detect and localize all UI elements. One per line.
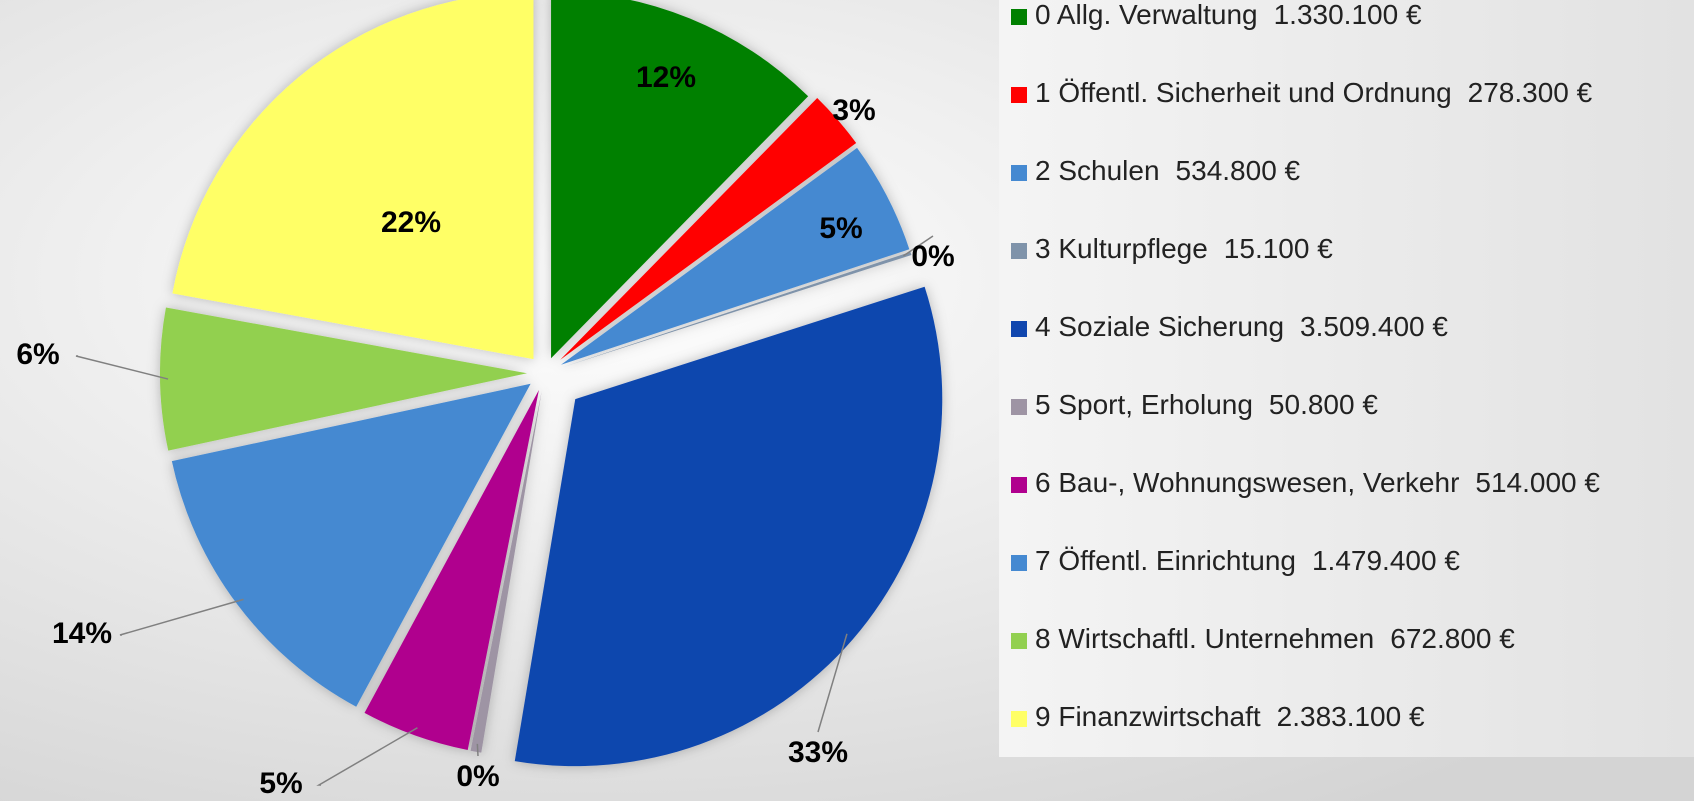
legend-amount: 1.330.100 € xyxy=(1274,0,1422,30)
slice xyxy=(470,390,542,753)
legend-swatch xyxy=(1011,87,1027,103)
legend-label: 2 Schulen 534.800 € xyxy=(1035,155,1301,186)
slice xyxy=(160,307,528,451)
labels: 12% 3% 5% 0% 33% 0% 5% 14% 6% 22% xyxy=(16,61,954,800)
legend-swatch xyxy=(1011,633,1027,649)
legend-swatch xyxy=(1011,9,1027,25)
data-label: 22% xyxy=(381,206,441,239)
legend-amount: 1.479.400 € xyxy=(1312,545,1460,576)
data-label: 0% xyxy=(456,760,499,793)
slice xyxy=(514,286,943,767)
legend-label: 9 Finanzwirtschaft 2.383.100 € xyxy=(1035,701,1425,732)
data-label: 33% xyxy=(788,736,848,769)
legend-label: 7 Öffentl. Einrichtung 1.479.400 € xyxy=(1035,545,1460,576)
legend-swatch xyxy=(1011,399,1027,415)
legend-swatch xyxy=(1011,165,1027,181)
legend-amount: 534.800 € xyxy=(1176,155,1301,186)
legend-panel xyxy=(999,0,1694,757)
legend-label: 3 Kulturpflege 15.100 € xyxy=(1035,233,1333,264)
legend-label: 0 Allg. Verwaltung 1.330.100 € xyxy=(1035,0,1422,30)
legend-amount: 3.509.400 € xyxy=(1300,311,1448,342)
legend-name: 5 Sport, Erholung xyxy=(1035,389,1253,420)
legend-name: 8 Wirtschaftl. Unternehmen xyxy=(1035,623,1374,654)
legend-amount: 2.383.100 € xyxy=(1277,701,1425,732)
legend-name: 1 Öffentl. Sicherheit und Ordnung xyxy=(1035,77,1452,108)
slice xyxy=(562,251,912,368)
leader-line xyxy=(75,355,169,380)
leader-line xyxy=(902,235,934,257)
data-label: 14% xyxy=(52,617,112,650)
legend-label: 4 Soziale Sicherung 3.509.400 € xyxy=(1035,311,1448,342)
slice xyxy=(171,383,531,707)
legend-amount: 672.800 € xyxy=(1390,623,1515,654)
data-label: 12% xyxy=(636,61,696,94)
legend-amount: 278.300 € xyxy=(1468,77,1593,108)
legend-amount: 15.100 € xyxy=(1224,233,1333,264)
legend-name: 4 Soziale Sicherung xyxy=(1035,311,1284,342)
legend-swatch xyxy=(1011,555,1027,571)
legend-name: 6 Bau-, Wohnungswesen, Verkehr xyxy=(1035,467,1459,498)
legend-label: 6 Bau-, Wohnungswesen, Verkehr 514.000 € xyxy=(1035,467,1600,498)
slice xyxy=(560,98,857,360)
legend-name: 7 Öffentl. Einrichtung xyxy=(1035,545,1296,576)
legend-name: 3 Kulturpflege xyxy=(1035,233,1208,264)
legend-name: 2 Schulen xyxy=(1035,155,1160,186)
data-label: 5% xyxy=(259,767,302,800)
leader-line xyxy=(817,633,848,733)
data-label: 0% xyxy=(911,240,954,273)
slice xyxy=(364,389,539,750)
legend-swatch xyxy=(1011,321,1027,337)
legend-swatch xyxy=(1011,477,1027,493)
slice xyxy=(172,0,534,360)
data-label: 5% xyxy=(819,212,862,245)
slice xyxy=(551,0,809,359)
legend-swatch xyxy=(1011,243,1027,259)
legend-label: 1 Öffentl. Sicherheit und Ordnung 278.300… xyxy=(1035,77,1593,108)
leader-line xyxy=(119,598,244,636)
legend-label: 5 Sport, Erholung 50.800 € xyxy=(1035,389,1378,420)
legend-swatch xyxy=(1011,711,1027,727)
legend-amount: 50.800 € xyxy=(1269,389,1378,420)
legend-label: 8 Wirtschaftl. Unternehmen 672.800 € xyxy=(1035,623,1515,654)
leader-line xyxy=(476,743,479,757)
legend: 0 Allg. Verwaltung 1.330.100 € 1 Öffentl. … xyxy=(1011,0,1600,732)
data-label: 3% xyxy=(832,94,875,127)
legend-amount: 514.000 € xyxy=(1475,467,1600,498)
legend-name: 0 Allg. Verwaltung xyxy=(1035,0,1258,30)
leader-line xyxy=(316,727,418,786)
pie xyxy=(160,0,943,767)
slice xyxy=(560,147,910,365)
data-label: 6% xyxy=(16,338,59,371)
legend-name: 9 Finanzwirtschaft xyxy=(1035,701,1261,732)
